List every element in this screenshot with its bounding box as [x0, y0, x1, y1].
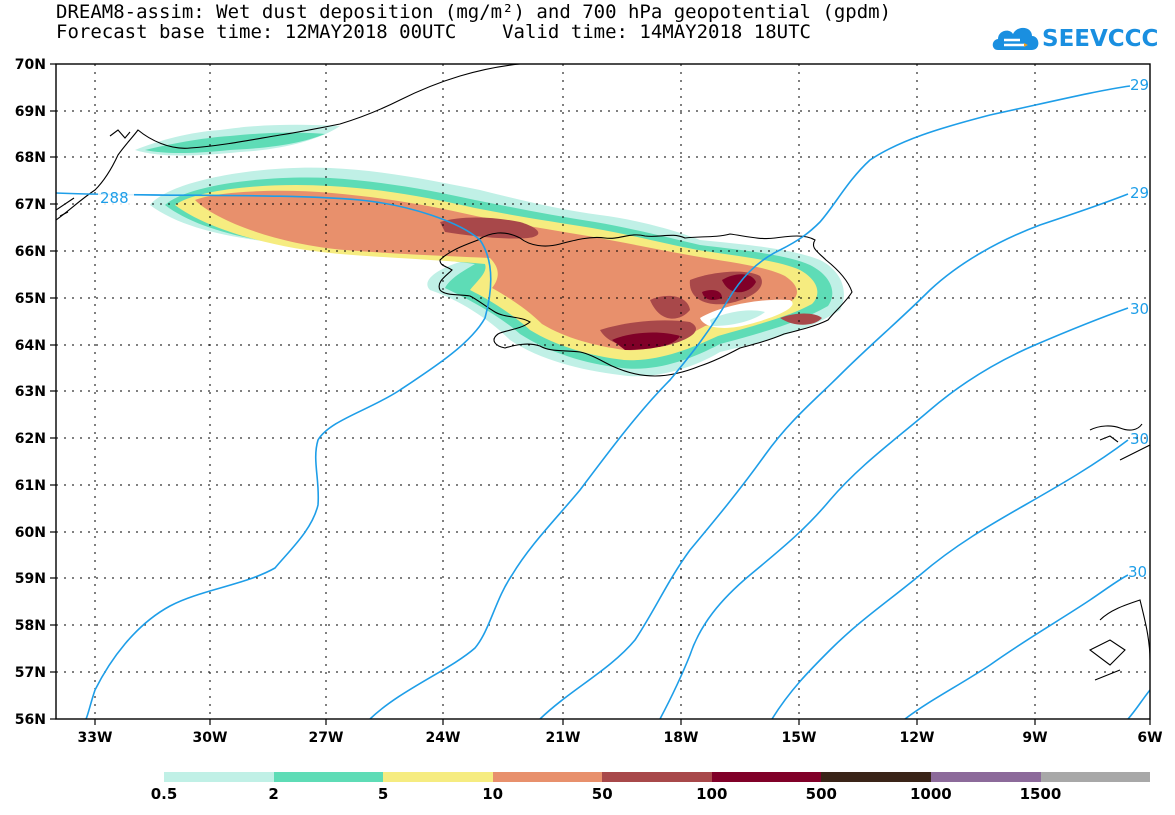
- lon-label: 18W: [664, 730, 699, 746]
- legend-label: 10: [482, 785, 504, 803]
- legend-swatch: [273, 772, 384, 782]
- legend-swatch: [1040, 772, 1151, 782]
- graticule: [56, 64, 1150, 719]
- map-canvas: 70N 69N 68N 67N 66N 65N 64N 63N 62N 61N …: [15, 57, 1163, 746]
- logo-text: SEEVCCC: [1042, 26, 1159, 52]
- contour-edge: [1127, 689, 1150, 719]
- contour-300b: [771, 439, 1129, 719]
- lon-label: 21W: [546, 730, 581, 746]
- lon-label: 33W: [78, 730, 113, 746]
- contour-labels: 288 29 29 30 30 30: [98, 76, 1149, 581]
- lon-label: 30W: [193, 730, 228, 746]
- lat-label: 56N: [15, 712, 46, 728]
- lat-label: 63N: [15, 384, 46, 400]
- contour-300a: [659, 307, 1129, 719]
- legend-swatch: [821, 772, 931, 782]
- lat-label: 65N: [15, 291, 46, 307]
- legend-label: 50: [591, 785, 613, 803]
- lat-label: 58N: [15, 618, 46, 634]
- geopotential-contours: [56, 85, 1150, 719]
- contour-label: 30: [1130, 430, 1149, 448]
- legend-label: 2: [268, 785, 279, 803]
- legend-label: 5: [377, 785, 389, 803]
- lat-label: 60N: [15, 525, 46, 541]
- lon-label: 9W: [1022, 730, 1047, 746]
- legend-swatch: [711, 772, 822, 782]
- contour-294b: [539, 193, 1129, 719]
- lon-label: 12W: [900, 730, 935, 746]
- lat-label: 61N: [15, 478, 46, 494]
- lat-label: 68N: [15, 150, 46, 166]
- legend-swatch: [930, 772, 1041, 782]
- dust-deposition-field: [135, 124, 844, 377]
- longitude-labels: 33W 30W 27W 24W 21W 18W 15W 12W 9W 6W: [78, 730, 1163, 746]
- map-title: DREAM8-assim: Wet dust deposition (mg/m²…: [56, 1, 892, 23]
- legend-swatch: [383, 772, 493, 782]
- contour-label: 30: [1128, 563, 1147, 581]
- contour-294a: [369, 85, 1131, 719]
- contour-label: 30: [1130, 300, 1149, 318]
- axis-ticks: [50, 63, 1151, 725]
- lat-label: 69N: [15, 104, 46, 120]
- coastlines: [56, 64, 1150, 681]
- legend-label: 1000: [910, 785, 952, 803]
- forecast-time-line: Forecast base time: 12MAY2018 00UTC Vali…: [56, 21, 811, 43]
- legend-label: 500: [805, 785, 837, 803]
- lat-label: 70N: [15, 57, 46, 73]
- color-legend: [164, 772, 1151, 782]
- cloud-icon: [992, 27, 1039, 50]
- contour-label-288: 288: [100, 189, 129, 207]
- lon-label: 15W: [782, 730, 817, 746]
- lat-label: 57N: [15, 665, 46, 681]
- lat-label: 64N: [15, 338, 46, 354]
- legend-label: 1500: [1019, 785, 1062, 803]
- legend-swatch: [602, 772, 712, 782]
- contour-label: 29: [1130, 184, 1149, 202]
- lon-label: 6W: [1137, 730, 1162, 746]
- latitude-labels: 70N 69N 68N 67N 66N 65N 64N 63N 62N 61N …: [15, 57, 46, 728]
- lat-label: 67N: [15, 197, 46, 213]
- legend-label: 100: [696, 785, 728, 803]
- seevccc-logo: SEEVCCC: [990, 18, 1160, 58]
- legend-swatch: [164, 772, 274, 782]
- lat-label: 62N: [15, 431, 46, 447]
- contour-label: 29: [1130, 76, 1149, 94]
- legend-label: 0.5: [150, 785, 178, 803]
- lat-label: 59N: [15, 571, 46, 587]
- contour-288: [56, 192, 492, 719]
- lat-label: 66N: [15, 244, 46, 260]
- legend-swatch: [492, 772, 603, 782]
- contour-300c: [904, 574, 1129, 719]
- lon-label: 27W: [309, 730, 344, 746]
- lon-label: 24W: [426, 730, 461, 746]
